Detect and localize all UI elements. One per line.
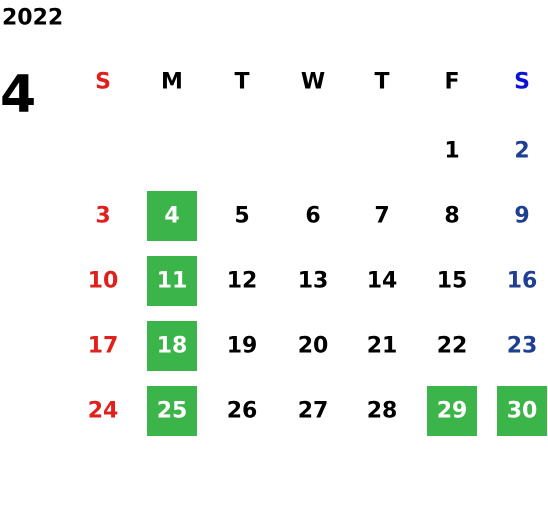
day: 16	[507, 269, 538, 294]
day: 18	[157, 334, 188, 359]
day: 24	[88, 399, 119, 424]
weekday-label: S	[514, 70, 530, 95]
day: 14	[367, 269, 398, 294]
day: 20	[298, 334, 329, 359]
day: 5	[234, 204, 249, 229]
day: 30	[507, 399, 538, 424]
weekday-label: S	[95, 70, 111, 95]
weekday-label: M	[161, 70, 183, 95]
day: 11	[157, 269, 188, 294]
year: 2022	[2, 6, 63, 31]
day: 12	[227, 269, 258, 294]
day: 3	[95, 204, 110, 229]
day: 7	[374, 204, 389, 229]
day: 29	[437, 399, 468, 424]
weekday-label: T	[374, 70, 389, 95]
day-highlight	[147, 321, 197, 371]
month: 4	[0, 65, 36, 125]
day: 25	[157, 399, 188, 424]
day-highlight	[427, 386, 477, 436]
day-highlight	[147, 386, 197, 436]
day: 26	[227, 399, 258, 424]
day: 21	[367, 334, 398, 359]
day: 17	[88, 334, 119, 359]
weekday-label: T	[234, 70, 249, 95]
day: 2	[514, 139, 529, 164]
day: 27	[298, 399, 329, 424]
day: 10	[88, 269, 119, 294]
day: 8	[444, 204, 459, 229]
day: 13	[298, 269, 329, 294]
day: 19	[227, 334, 258, 359]
day-highlight	[147, 191, 197, 241]
day: 6	[305, 204, 320, 229]
day: 23	[507, 334, 538, 359]
day: 1	[444, 139, 459, 164]
weekday-label: F	[444, 70, 459, 95]
day: 15	[437, 269, 468, 294]
weekday-label: W	[301, 70, 325, 95]
day-highlight	[497, 386, 547, 436]
day-highlight	[147, 256, 197, 306]
day: 4	[164, 204, 179, 229]
day: 28	[367, 399, 398, 424]
day: 9	[514, 204, 529, 229]
day: 22	[437, 334, 468, 359]
